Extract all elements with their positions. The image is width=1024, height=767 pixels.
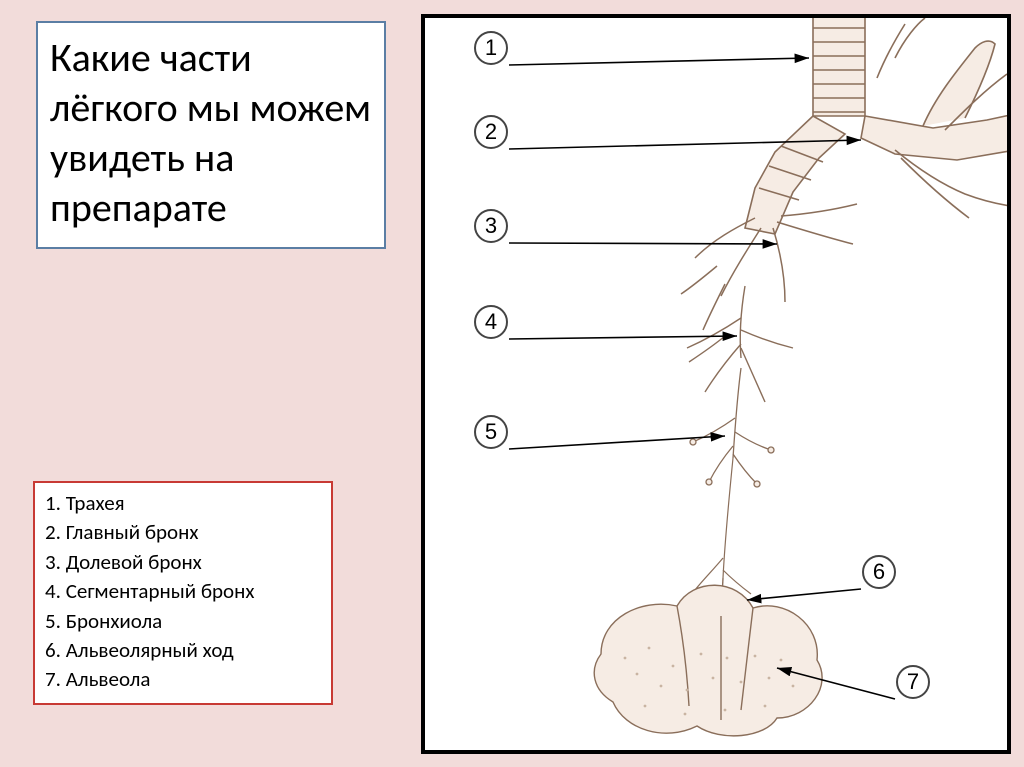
legend-num: 4. xyxy=(45,578,61,604)
legend-item: 5. Бронхиола xyxy=(45,607,321,636)
legend-item: 1. Трахея xyxy=(45,489,321,518)
callout-1: 1 xyxy=(474,31,508,65)
legend-text: Сегментарный бронх xyxy=(66,578,255,604)
callout-num: 6 xyxy=(873,559,885,585)
legend-item: 3. Долевой бронх xyxy=(45,548,321,577)
legend-text: Долевой бронх xyxy=(66,549,202,575)
legend-num: 6. xyxy=(45,637,61,663)
callout-3: 3 xyxy=(474,209,508,243)
legend-text: Трахея xyxy=(66,490,125,516)
legend-text: Альвеола xyxy=(66,666,151,692)
callout-num: 5 xyxy=(485,419,497,445)
title-text: Какие части лёгкого мы можем увидеть на … xyxy=(50,33,371,232)
callout-num: 4 xyxy=(485,309,497,335)
callout-num: 3 xyxy=(485,213,497,239)
legend-box: 1. Трахея 2. Главный бронх 3. Долевой бр… xyxy=(33,481,333,705)
legend-item: 4. Сегментарный бронх xyxy=(45,577,321,606)
anatomy-svg xyxy=(425,18,1007,750)
callout-2: 2 xyxy=(474,115,508,149)
callout-6: 6 xyxy=(862,555,896,589)
legend-num: 1. xyxy=(45,490,61,516)
legend-text: Главный бронх xyxy=(66,519,199,545)
callout-num: 1 xyxy=(485,35,497,61)
callout-4: 4 xyxy=(474,305,508,339)
callout-5: 5 xyxy=(474,415,508,449)
legend-num: 5. xyxy=(45,608,61,634)
legend-item: 2. Главный бронх xyxy=(45,518,321,547)
title-box: Какие части лёгкого мы можем увидеть на … xyxy=(36,21,386,249)
bronchial-tree-diagram: 1 2 3 4 5 6 7 xyxy=(421,14,1011,754)
legend-item: 6. Альвеолярный ход xyxy=(45,636,321,665)
callout-num: 2 xyxy=(485,119,497,145)
legend-num: 2. xyxy=(45,519,61,545)
legend-num: 7. xyxy=(45,666,61,692)
legend-text: Бронхиола xyxy=(66,608,163,634)
legend-text: Альвеолярный ход xyxy=(66,637,234,663)
legend-num: 3. xyxy=(45,549,61,575)
callout-7: 7 xyxy=(896,665,930,699)
legend-item: 7. Альвеола xyxy=(45,665,321,694)
callout-num: 7 xyxy=(907,669,919,695)
